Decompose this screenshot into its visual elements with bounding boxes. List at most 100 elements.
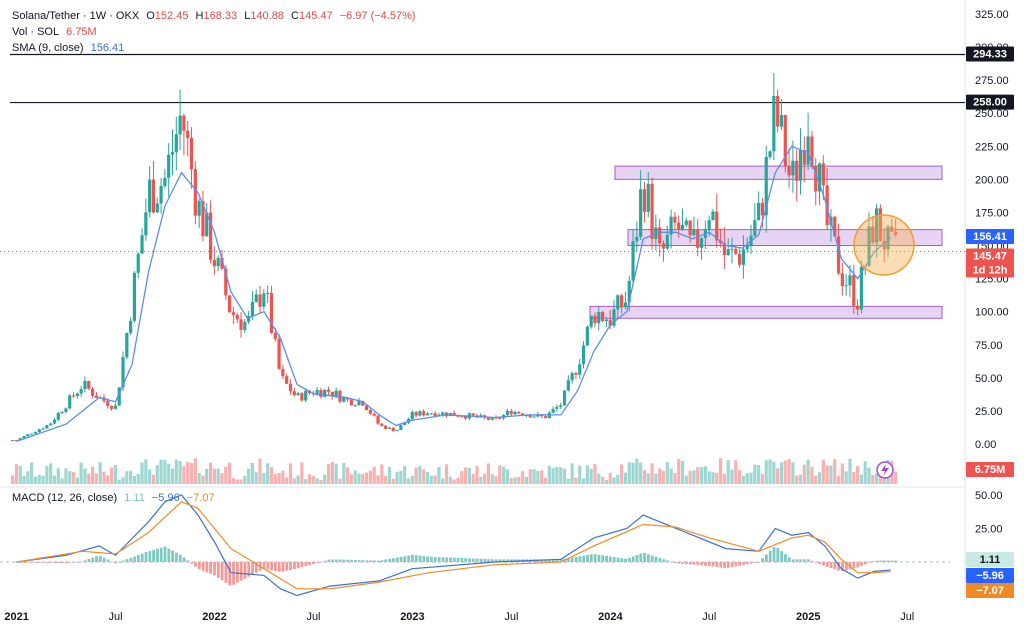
candle-body [433, 413, 437, 417]
volume-bar [844, 471, 848, 484]
candle-body [490, 417, 494, 420]
volume-bar [764, 460, 768, 484]
macd-histogram-bar [403, 556, 407, 562]
macd-histogram-bar [764, 554, 768, 562]
volume-bar [791, 462, 795, 484]
candle-body [677, 222, 681, 231]
macd-histogram-bar [696, 562, 700, 566]
volume-bar [201, 475, 205, 484]
macd-histogram-bar [833, 562, 837, 570]
macd-histogram-bar [45, 562, 49, 563]
volume-bar [197, 472, 201, 484]
volume-bar [677, 459, 681, 484]
volume-bar [463, 467, 468, 484]
volume-bar [231, 478, 235, 484]
close-label: C [291, 10, 299, 22]
volume-bar [365, 472, 369, 484]
volume-bar [384, 475, 388, 484]
volume-bar [593, 463, 597, 484]
lightning-icon[interactable] [876, 461, 894, 479]
macd-histogram-bar [91, 557, 95, 562]
macd-histogram-bar [331, 559, 334, 562]
macd-histogram-bar [262, 562, 266, 569]
macd-line-value: −5.96 [151, 492, 180, 504]
volume-bar [616, 474, 620, 484]
macd-histogram-bar [894, 560, 898, 562]
volume-bars [11, 458, 898, 484]
macd-histogram-bar [471, 558, 475, 562]
volume-bar [300, 462, 304, 484]
level-294-tag: 294.33 [966, 46, 1014, 62]
time-axis-label: Jul [702, 611, 716, 623]
volume-bar [532, 469, 536, 484]
volume-bar [448, 476, 452, 484]
volume-bar [639, 462, 643, 484]
volume-bar [852, 472, 856, 484]
volume-bar [18, 465, 22, 484]
candle-body [810, 136, 814, 166]
volume-bar [90, 466, 95, 484]
candle-body [688, 220, 692, 236]
candle-body [562, 390, 567, 406]
candle-body [875, 208, 879, 243]
volume-bar [425, 471, 430, 484]
volume-bar [292, 478, 296, 484]
candle-body [304, 390, 308, 401]
candle-body [859, 266, 863, 310]
macd-histogram-bar [669, 561, 673, 563]
open-label: O [146, 10, 155, 22]
macd-histogram-bar [643, 553, 647, 562]
candle-body [757, 202, 761, 221]
candle-body [144, 212, 148, 236]
macd-histogram-bar [247, 562, 251, 577]
volume-bar [494, 476, 498, 484]
volume-bar [745, 473, 749, 484]
volume-bar [121, 477, 125, 484]
macd-histogram-bar [190, 562, 194, 564]
macd-histogram-bar [867, 562, 871, 563]
candle-body [559, 405, 563, 407]
candle-body [26, 434, 30, 437]
candle-body [513, 411, 517, 415]
macd-histogram-bar [95, 556, 98, 562]
macd-axis[interactable]: 50.00 25.00 [975, 490, 1003, 536]
macd-histogram-bar [422, 556, 426, 562]
candle-body [178, 115, 182, 135]
volume-bar [227, 462, 232, 484]
candle-body [292, 391, 296, 395]
macd-histogram-bar [163, 546, 167, 562]
candle-body [817, 163, 822, 192]
volume-bar [707, 471, 711, 484]
volume-bar [711, 472, 715, 484]
macd-histogram-bar [319, 561, 323, 563]
macd-histogram-bar [806, 559, 810, 562]
volume-bar [540, 470, 544, 484]
candle-body [551, 408, 555, 413]
macd-histogram-bar [612, 556, 616, 562]
macd-histogram-bar [372, 560, 376, 562]
macd-histogram-bar [380, 560, 384, 562]
volume-bar [323, 474, 327, 484]
candle-body [505, 410, 510, 415]
volume-bar [79, 462, 83, 484]
time-axis[interactable]: 2021 Jul 2022 Jul 2023 Jul 2024 Jul 2025 Jul [4, 611, 914, 623]
candle-body [844, 285, 848, 287]
candle-body [521, 413, 525, 416]
volume-bar [802, 464, 806, 484]
candle-body [18, 438, 22, 441]
candle-body [543, 416, 548, 419]
macd-histogram-bar [395, 557, 399, 562]
candle-body [342, 397, 346, 402]
candle-body [269, 292, 274, 333]
macd-histogram-bar [502, 559, 506, 562]
countdown-tag: 1d 12h [966, 262, 1014, 278]
volume-bar [661, 470, 666, 484]
volume-bar [863, 461, 867, 484]
candle-body [646, 183, 650, 212]
macd-histogram-bar [780, 551, 784, 562]
macd-histogram-bar [254, 562, 258, 573]
macd-histogram-bar [738, 562, 742, 566]
volume-bar [30, 462, 34, 484]
candle-body [380, 423, 384, 426]
